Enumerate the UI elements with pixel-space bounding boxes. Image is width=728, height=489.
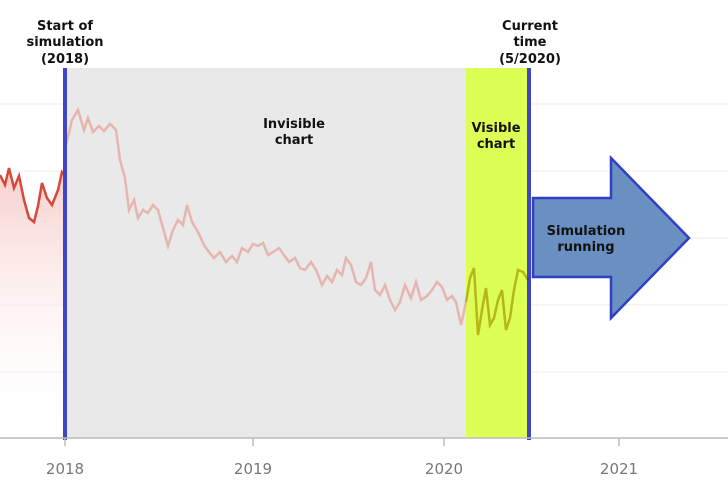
visible-label-line1: Visible [471, 121, 520, 136]
x-tick-label-2019: 2019 [234, 460, 272, 478]
visible-label-line2: chart [477, 137, 515, 152]
current-label-line2: time [513, 35, 546, 50]
current-time-annotation: Current time (5/2020) [499, 19, 561, 67]
visible-simulation-line [464, 267, 530, 336]
x-tick-label-2020: 2020 [425, 460, 463, 478]
history-line [0, 167, 66, 225]
running-label-line2: running [557, 240, 614, 255]
current-label-line3: (5/2020) [499, 52, 561, 67]
running-label-line1: Simulation [547, 224, 626, 239]
invisible-simulation-line [64, 106, 468, 326]
start-annotation: Start of simulation (2018) [26, 19, 103, 67]
start-label-line3: (2018) [41, 52, 89, 67]
start-label-line2: simulation [26, 35, 103, 50]
invisible-label-line1: Invisible [263, 117, 325, 132]
simulation-running-annotation: Simulation running [547, 224, 626, 255]
current-label-line1: Current [502, 19, 558, 34]
invisible-chart-annotation: Invisible chart [263, 117, 325, 148]
visible-chart-annotation: Visible chart [471, 121, 520, 152]
history-area-fill [0, 168, 65, 438]
x-tick-label-2021: 2021 [600, 460, 638, 478]
simulation-arrow-icon [531, 154, 691, 322]
visible-region [466, 68, 529, 438]
start-label-line1: Start of [37, 19, 93, 34]
x-tick-label-2018: 2018 [46, 460, 84, 478]
invisible-label-line2: chart [275, 133, 313, 148]
